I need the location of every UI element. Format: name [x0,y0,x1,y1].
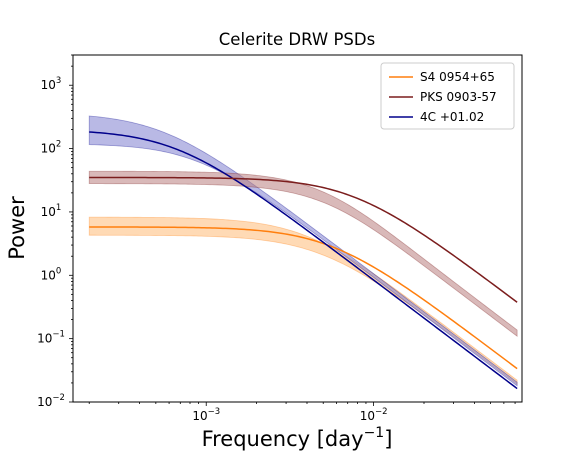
chart-title: Celerite DRW PSDs [219,30,375,49]
series-line-2 [89,131,518,390]
y-tick-label: 101 [41,203,62,219]
y-tick-label: 10−2 [37,393,65,409]
legend-label: S4 0954+65 [420,70,495,84]
x-axis-label-close: ] [384,427,392,451]
series-line-0 [89,226,518,370]
band-1 [88,170,518,338]
x-tick-label: 10−3 [192,407,220,423]
x-axis-label-exponent: −1 [364,425,385,441]
y-tick-label: 102 [41,140,62,156]
y-tick-label: 100 [41,266,62,282]
x-axis-label-text: Frequency [day [202,427,364,451]
band-2 [88,115,518,387]
legend-label: PKS 0903-57 [420,90,497,104]
plot-frame [72,54,523,403]
y-tick-label: 103 [41,76,62,92]
legend-box [380,62,515,130]
band-0 [88,216,518,386]
plot-area [88,115,518,390]
legend: S4 0954+65 PKS 0903-57 4C +01.02 [380,62,515,130]
series-line-1 [89,176,518,303]
y-tick-label: 10−1 [37,330,65,346]
legend-label: 4C +01.02 [420,110,484,124]
y-axis: 10−2 10−1 100 101 102 103 [37,54,73,409]
y-axis-label: Power [5,196,29,260]
x-axis: 10−3 10−2 [88,402,516,423]
x-tick-label: 10−2 [360,407,388,423]
x-axis-label: Frequency [day−1] [202,425,393,451]
